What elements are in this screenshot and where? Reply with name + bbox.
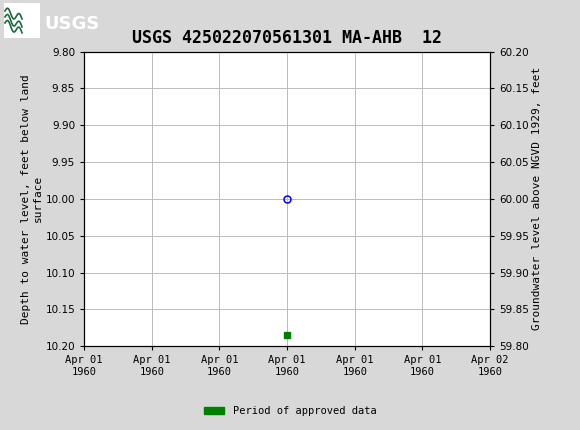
Bar (4, 3, 40, 38)
Text: USGS: USGS (44, 15, 99, 33)
Y-axis label: Depth to water level, feet below land
surface: Depth to water level, feet below land su… (21, 74, 42, 324)
Title: USGS 425022070561301 MA-AHB  12: USGS 425022070561301 MA-AHB 12 (132, 29, 442, 47)
Y-axis label: Groundwater level above NGVD 1929, feet: Groundwater level above NGVD 1929, feet (532, 67, 542, 331)
Legend: Period of approved data: Period of approved data (200, 402, 380, 421)
